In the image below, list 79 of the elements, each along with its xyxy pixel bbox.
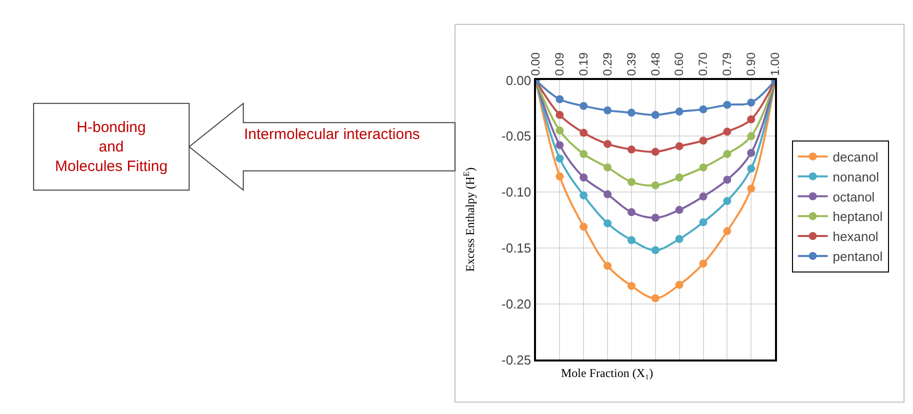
point [675, 234, 684, 243]
point [651, 294, 660, 302]
point [723, 196, 732, 205]
point [699, 260, 708, 268]
point [747, 164, 756, 173]
point [604, 262, 612, 270]
point [699, 105, 708, 114]
point [580, 102, 588, 110]
point [556, 154, 564, 163]
point [747, 115, 756, 124]
point [604, 106, 612, 114]
point [556, 172, 564, 180]
x-tick-label: 0.70 [696, 52, 710, 76]
legend-label: hexanol [832, 229, 878, 244]
point [580, 174, 588, 182]
point [627, 282, 636, 290]
point [627, 208, 636, 216]
point [556, 95, 564, 104]
x-tick-label: 0.09 [552, 52, 567, 76]
point [699, 192, 708, 201]
point [627, 108, 636, 117]
point [747, 184, 756, 193]
point [627, 236, 636, 244]
point [627, 178, 636, 186]
y-tick-label: -0.05 [502, 128, 532, 144]
point [580, 191, 588, 200]
point [604, 163, 612, 172]
point [580, 150, 588, 158]
legend-label: octanol [832, 189, 875, 204]
point [651, 110, 660, 119]
point [699, 218, 708, 226]
point [699, 163, 708, 172]
point [675, 174, 684, 182]
x-tick-label: 0.19 [576, 52, 591, 76]
point [723, 100, 732, 109]
text: H-bonding and Molecules Fitting [55, 119, 168, 175]
point [699, 136, 708, 145]
point [675, 280, 684, 289]
x-axis-title: Mole Fraction (X₁) [561, 366, 654, 380]
x-tick-label: 1.00 [768, 52, 782, 76]
x-tick-label: 0.29 [600, 52, 614, 76]
legend-label: pentanol [832, 249, 883, 264]
point [556, 126, 564, 135]
legend-label: decanol [832, 150, 878, 165]
point [651, 246, 660, 254]
point [723, 150, 732, 158]
point [747, 148, 756, 157]
point [747, 132, 756, 140]
y-tick-label: -0.20 [502, 296, 532, 312]
point [604, 190, 612, 198]
point [675, 206, 684, 214]
point [675, 108, 684, 116]
point [651, 181, 660, 190]
point [723, 128, 732, 136]
point [675, 142, 684, 150]
point [651, 214, 660, 222]
x-tick-label: 0.79 [720, 52, 734, 76]
y-tick-label: -0.15 [502, 240, 532, 256]
point [580, 128, 588, 137]
y-tick-label: 0.00 [506, 72, 532, 88]
point [604, 140, 612, 148]
x-tick-label: 0.48 [648, 52, 662, 76]
point [556, 141, 564, 150]
text: Intermolecular interactions [244, 126, 420, 143]
x-tick-label: 0.39 [624, 52, 638, 76]
point [627, 146, 636, 154]
point [556, 110, 564, 119]
legend-label: nonanol [832, 169, 880, 184]
point [580, 222, 588, 231]
point [651, 148, 660, 156]
x-tick-label: 0.60 [672, 52, 686, 76]
legend-label: heptanol [832, 209, 883, 224]
y-tick-label: -0.25 [502, 352, 532, 368]
point [723, 227, 732, 236]
x-tick-label: 0.90 [744, 52, 758, 76]
y-tick-label: -0.10 [502, 184, 532, 200]
point [604, 219, 612, 228]
point [723, 176, 732, 184]
point [747, 98, 756, 107]
